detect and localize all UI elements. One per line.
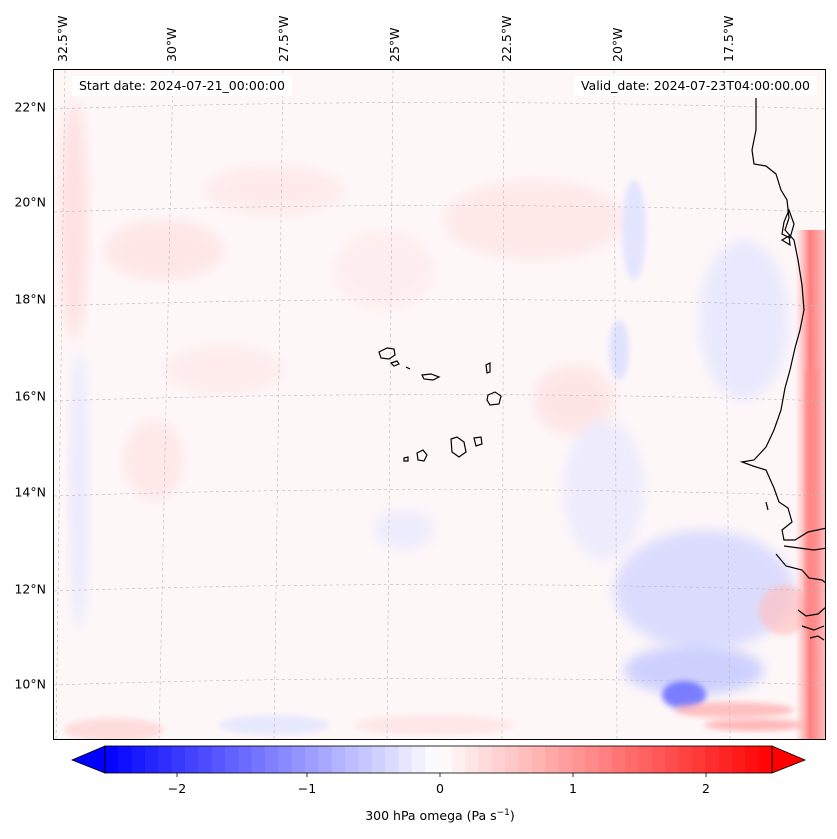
start-date-label: Start date: 2024-07-21_00:00:00 — [72, 76, 292, 96]
colorbar-label: 300 hPa omega (Pa s−1) — [365, 808, 515, 823]
colorbar-cell — [478, 746, 493, 773]
colorbar-ticks — [176, 773, 707, 777]
colorbar-cell — [598, 746, 613, 773]
colorbar-cell — [558, 746, 573, 773]
lat-label: 18°N — [14, 291, 46, 307]
colorbar-cell — [318, 746, 333, 773]
colorbar-cell — [585, 746, 600, 773]
colorbar-extend-min — [70, 745, 106, 774]
colorbar-label-exponent: −1 — [496, 808, 510, 818]
colorbar-cell — [251, 746, 266, 773]
colorbar-cells — [105, 746, 773, 773]
colorbar-cell — [358, 746, 373, 773]
lat-label: 22°N — [14, 99, 46, 115]
colorbar-cell — [211, 746, 226, 773]
colorbar-cell — [131, 746, 146, 773]
lat-label: 14°N — [14, 484, 46, 500]
colorbar-tick-label: 1 — [569, 781, 577, 796]
colorbar-cell — [638, 746, 653, 773]
map-panel[interactable] — [53, 69, 826, 740]
colorbar-cell — [571, 746, 586, 773]
colorbar-cell — [505, 746, 520, 773]
omega-colorbar — [70, 745, 807, 777]
colorbar-cell — [158, 746, 173, 773]
colorbar-cell — [185, 746, 199, 773]
cape-verde-islands — [378, 347, 502, 462]
colorbar-cell — [665, 746, 680, 773]
lon-label: 20°W — [610, 27, 625, 62]
colorbar-extend-max — [771, 745, 807, 774]
lat-label: 16°N — [14, 388, 46, 404]
colorbar-cell — [531, 746, 546, 773]
colorbar-cell — [691, 746, 706, 773]
colorbar-cell — [118, 746, 133, 773]
colorbar-cell — [451, 746, 466, 773]
colorbar-cell — [545, 746, 560, 773]
lon-label: 32.5°W — [55, 15, 70, 62]
colorbar-cell — [465, 746, 480, 773]
colorbar-cell — [371, 746, 386, 773]
colorbar-cell — [265, 746, 280, 773]
colorbar-outline — [104, 745, 773, 774]
colorbar-cell — [678, 746, 693, 773]
colorbar-cell — [625, 746, 640, 773]
colorbar-tick-label: −2 — [167, 781, 187, 796]
colorbar-cell — [518, 746, 533, 773]
colorbar-cell — [731, 746, 746, 773]
colorbar-cell — [705, 746, 720, 773]
valid-date-label: Valid_date: 2024-07-23T04:00:00.00 — [573, 76, 817, 96]
colorbar-cell — [345, 746, 360, 773]
colorbar-cell — [491, 746, 506, 773]
lat-label: 10°N — [14, 676, 46, 692]
lon-label: 27.5°W — [276, 15, 291, 62]
omega-field-map — [54, 70, 825, 739]
colorbar-cell — [145, 746, 159, 773]
africa-coastline — [739, 98, 825, 641]
colorbar-label-text: 300 hPa omega (Pa s — [365, 808, 497, 824]
colorbar-cell — [385, 746, 400, 773]
lon-label: 25°W — [387, 27, 402, 62]
colorbar-cell — [438, 746, 453, 773]
map-gridlines — [54, 70, 825, 739]
colorbar-cell — [105, 746, 119, 773]
colorbar-tick-label: −1 — [297, 781, 317, 796]
colorbar-cell — [411, 746, 426, 773]
colorbar-cell — [278, 746, 293, 773]
colorbar-cell — [305, 746, 320, 773]
lat-label: 12°N — [14, 581, 46, 597]
omega-shading — [54, 70, 825, 739]
lon-label: 30°W — [164, 27, 179, 62]
colorbar-cell — [651, 746, 666, 773]
lat-label: 20°N — [14, 194, 46, 210]
colorbar-cell — [291, 746, 306, 773]
colorbar-tick-label: 0 — [436, 781, 444, 796]
colorbar-cell — [611, 746, 626, 773]
colorbar-cell — [225, 746, 239, 773]
colorbar-cell — [425, 746, 440, 773]
colorbar-cell — [718, 746, 733, 773]
lon-label: 22.5°W — [499, 15, 514, 62]
colorbar-cell — [238, 746, 253, 773]
colorbar-tick-label: 2 — [702, 781, 710, 796]
colorbar-cell — [745, 746, 760, 773]
colorbar-cell — [331, 746, 346, 773]
colorbar-cell — [198, 746, 213, 773]
lon-label: 17.5°W — [721, 15, 736, 62]
colorbar-cell — [171, 746, 186, 773]
colorbar-cell — [398, 746, 413, 773]
colorbar-cell — [758, 746, 773, 773]
colorbar-label-close: ) — [509, 808, 515, 824]
